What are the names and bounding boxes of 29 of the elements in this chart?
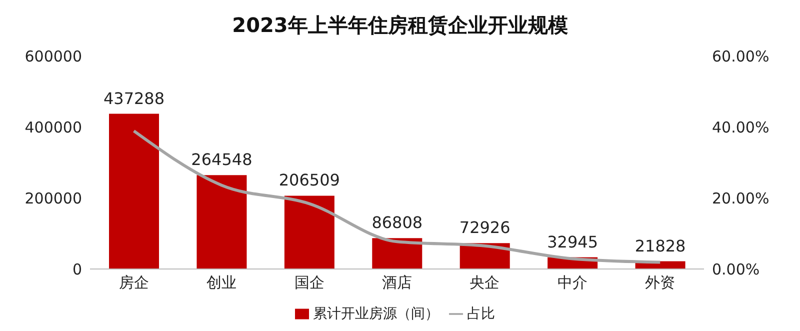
bar xyxy=(284,196,334,269)
data-label: 437288 xyxy=(103,88,165,108)
y2-tick-label: 60.00% xyxy=(712,47,770,66)
chart-title: 2023年上半年住房租赁企业开业规模 xyxy=(231,12,569,39)
bar xyxy=(196,175,247,269)
x-tick-label: 国企 xyxy=(294,274,324,292)
bar xyxy=(372,238,422,269)
y-tick-label: 200000 xyxy=(24,189,82,208)
data-label: 86808 xyxy=(372,213,423,232)
bar xyxy=(109,114,159,269)
x-tick-label: 中介 xyxy=(557,274,588,292)
data-label: 72926 xyxy=(459,218,510,238)
y2-tick-label: 0.00% xyxy=(712,260,760,278)
y-tick-label: 600000 xyxy=(24,47,82,66)
y-tick-label: 400000 xyxy=(24,118,82,136)
data-label: 206509 xyxy=(278,170,340,190)
x-tick-label: 外资 xyxy=(645,274,676,292)
y2-tick-label: 20.00% xyxy=(712,189,770,208)
x-tick-label: 创业 xyxy=(206,274,237,292)
x-tick-label: 央企 xyxy=(470,274,500,292)
x-tick-label: 房企 xyxy=(118,274,149,292)
data-label: 32945 xyxy=(547,232,598,252)
data-label: 264548 xyxy=(191,150,252,170)
y-tick-label: 0 xyxy=(72,260,82,278)
legend-label: 占比 xyxy=(467,306,495,322)
x-tick-label: 酒店 xyxy=(382,274,412,292)
data-label: 21828 xyxy=(634,236,686,256)
legend-label: 累计开业房源（间） xyxy=(313,306,439,322)
y2-tick-label: 40.00% xyxy=(712,118,770,136)
